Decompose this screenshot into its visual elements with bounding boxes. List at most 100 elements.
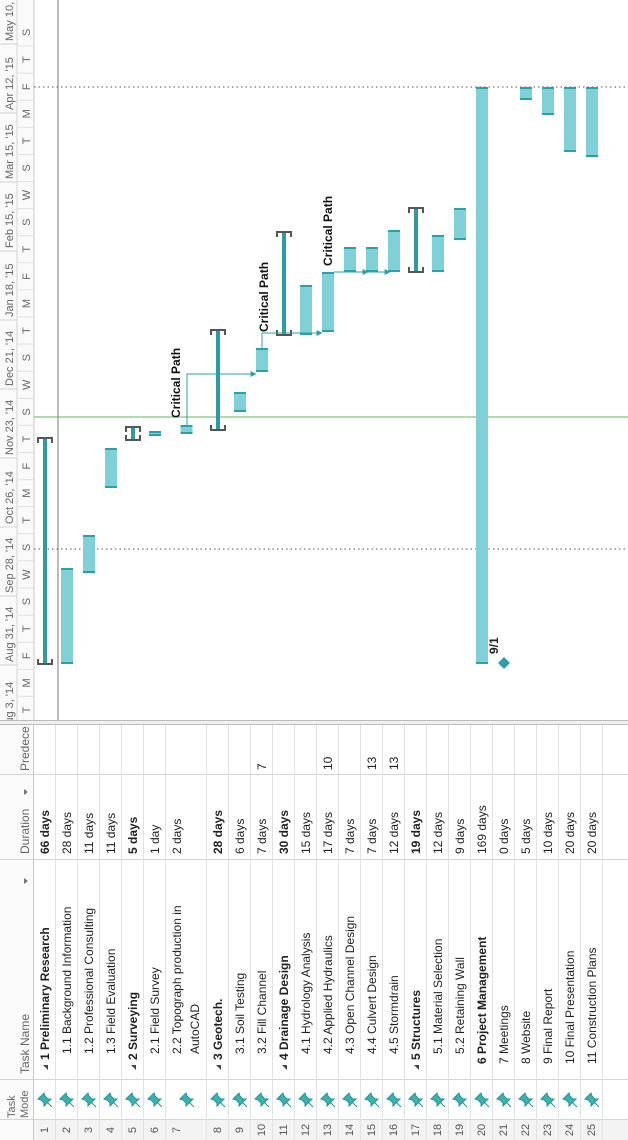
task-bar-cap bbox=[234, 392, 246, 394]
task-bar-cap bbox=[149, 431, 161, 433]
task-mode-icon bbox=[178, 1092, 194, 1108]
header-task-name: Task Name bbox=[0, 864, 34, 1074]
milestone-label: 9/1 bbox=[487, 637, 501, 654]
row-number: 12 bbox=[300, 1123, 312, 1137]
task-bar-cap bbox=[520, 98, 532, 100]
task-mode-icon bbox=[147, 1092, 163, 1108]
pin bbox=[125, 1092, 141, 1108]
summary-bracket bbox=[408, 207, 424, 273]
timescale-minor: S bbox=[21, 219, 33, 226]
pin bbox=[342, 1092, 358, 1108]
timescale-minor: F bbox=[21, 652, 33, 659]
pin bbox=[386, 1092, 402, 1108]
header-task-mode: Task Mode bbox=[6, 1090, 31, 1118]
task-name: 4 Drainage Design bbox=[273, 864, 295, 1070]
task-bar bbox=[520, 87, 532, 100]
timescale-minor: T bbox=[21, 246, 33, 253]
task-name: 2 Surveying bbox=[122, 864, 144, 1070]
timescale-major: May 10, '15 bbox=[4, 0, 16, 41]
pin bbox=[37, 1092, 53, 1108]
task-name: 5.2 Retaining Wall bbox=[449, 864, 471, 1054]
task-name: 2.2 Topograph production in AutoCAD bbox=[166, 864, 207, 1054]
task-bar bbox=[586, 87, 598, 157]
task-name-text: 3 Geotech. bbox=[211, 998, 225, 1060]
pin bbox=[496, 1092, 512, 1108]
predecessors: 13 bbox=[365, 756, 379, 770]
task-name: 4.4 Culvert Design bbox=[361, 864, 383, 1054]
outline-toggle[interactable] bbox=[282, 1065, 288, 1070]
duration: 20 days bbox=[563, 811, 577, 854]
timescale-major: Apr 12, '15 bbox=[4, 57, 16, 110]
milestone bbox=[498, 657, 510, 669]
row-number: 8 bbox=[212, 1126, 224, 1134]
task-mode-icon bbox=[452, 1092, 468, 1108]
pin bbox=[232, 1092, 248, 1108]
task-name: 1.2 Professional Consulting bbox=[78, 864, 100, 1054]
task-bar-cap bbox=[61, 662, 73, 664]
task-bar-cap bbox=[476, 662, 488, 664]
outline-toggle[interactable] bbox=[131, 1065, 137, 1070]
task-mode-icon bbox=[254, 1092, 270, 1108]
task-bar bbox=[454, 208, 466, 240]
timescale-major: Mar 15, '15 bbox=[4, 124, 16, 179]
outline-toggle[interactable] bbox=[216, 1065, 222, 1070]
outline-toggle[interactable] bbox=[414, 1065, 420, 1070]
row-number: 10 bbox=[256, 1123, 268, 1137]
row-number: 25 bbox=[586, 1123, 598, 1137]
task-bar bbox=[300, 285, 312, 335]
task-bar-cap bbox=[586, 87, 598, 89]
task-bar-cap bbox=[105, 448, 117, 450]
row-number: 11 bbox=[278, 1124, 290, 1136]
task-name-text: 6 Project Management bbox=[475, 936, 489, 1064]
timescale-minor: F bbox=[21, 273, 33, 280]
task-name-text: 8 Website bbox=[519, 1010, 533, 1064]
row-number: 17 bbox=[410, 1123, 422, 1137]
header-label: Predecessors bbox=[18, 726, 32, 771]
timescale-minor: T bbox=[21, 625, 33, 632]
task-name: 3.2 Fill Channel bbox=[251, 864, 273, 1054]
duration: 12 days bbox=[431, 811, 445, 854]
task-name: 3.1 Soil Testing bbox=[229, 864, 251, 1054]
pin bbox=[562, 1092, 578, 1108]
dropdown-arrow[interactable] bbox=[23, 877, 28, 884]
timescale-major: Aug 3, '14 bbox=[4, 682, 16, 720]
task-bar-cap bbox=[234, 410, 246, 412]
pin bbox=[584, 1092, 600, 1108]
outline-toggle[interactable] bbox=[43, 1065, 49, 1070]
duration: 1 day bbox=[148, 824, 162, 854]
row-number: 24 bbox=[564, 1123, 576, 1137]
task-bar bbox=[83, 535, 95, 573]
task-name-text: 5.1 Material Selection bbox=[431, 938, 445, 1054]
row-number: 2 bbox=[61, 1126, 73, 1134]
header-duration: Duration bbox=[0, 776, 34, 854]
task-bar-cap bbox=[149, 434, 161, 436]
task-bar-cap bbox=[322, 330, 334, 332]
task-name: 5.1 Material Selection bbox=[427, 864, 449, 1054]
task-name-text: 5 Structures bbox=[409, 989, 423, 1060]
pin bbox=[452, 1092, 468, 1108]
row-number: 15 bbox=[366, 1123, 378, 1137]
task-name-text: 4.2 Applied Hydraulics bbox=[321, 935, 335, 1054]
duration: 28 days bbox=[60, 811, 74, 854]
task-bar-cap bbox=[105, 486, 117, 488]
task-bar bbox=[180, 425, 193, 434]
timescale-minor: F bbox=[21, 83, 33, 90]
dropdown-arrow[interactable] bbox=[23, 788, 28, 795]
row-number: 3 bbox=[83, 1126, 95, 1134]
summary-bracket bbox=[210, 329, 226, 431]
task-bar-cap bbox=[256, 348, 268, 350]
predecessors: 13 bbox=[387, 756, 401, 770]
summary-bar bbox=[131, 427, 135, 440]
duration: 0 days bbox=[497, 818, 511, 854]
timescale-minor: S bbox=[21, 29, 33, 36]
duration: 66 days bbox=[38, 809, 52, 854]
task-bar bbox=[432, 235, 444, 272]
timescale-minor: M bbox=[21, 489, 33, 498]
pin bbox=[320, 1092, 336, 1108]
task-name-text: 1.2 Professional Consulting bbox=[82, 907, 96, 1054]
task-name-text: 3.2 Fill Channel bbox=[255, 970, 269, 1054]
task-name: 10 Final Presentation bbox=[559, 864, 581, 1064]
duration: 10 days bbox=[541, 811, 555, 854]
duration: 15 days bbox=[299, 811, 313, 854]
task-mode-icon bbox=[518, 1092, 534, 1108]
